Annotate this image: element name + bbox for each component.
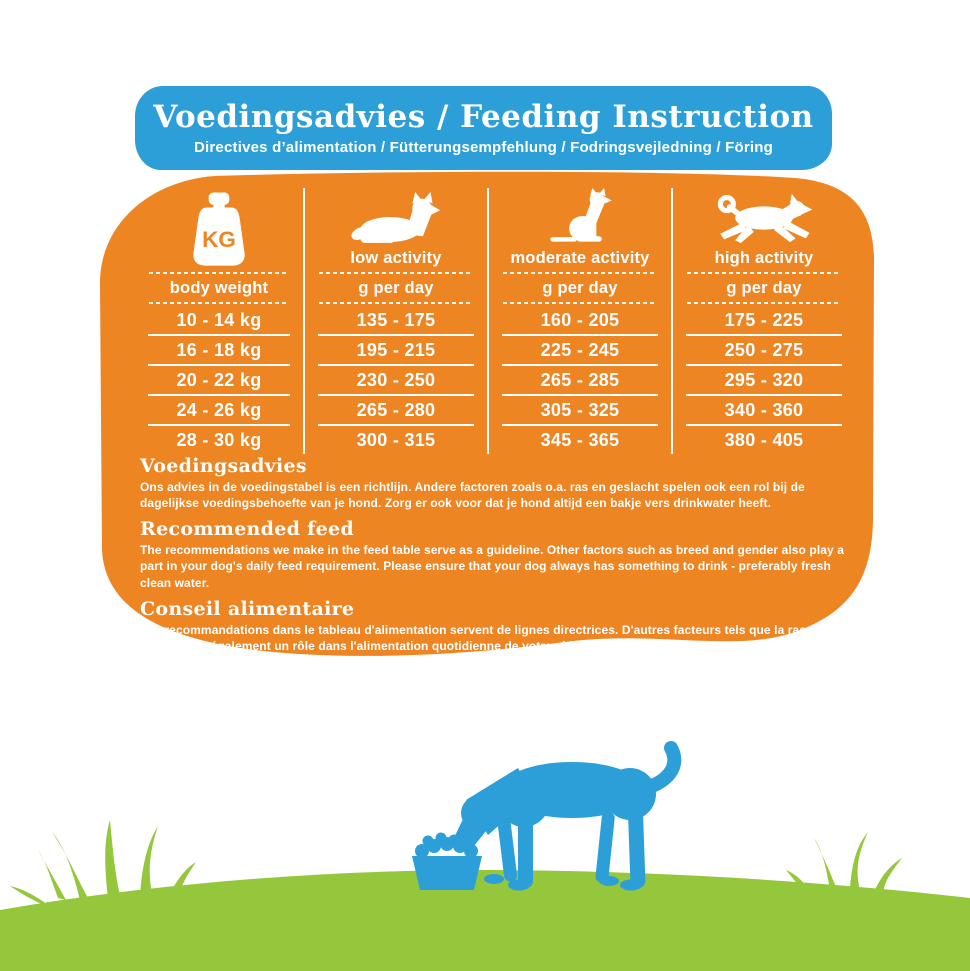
advice-notes: Voedingsadvies Ons advies in de voedings… [140, 456, 860, 678]
table-cell-feed: 135 - 175 [356, 310, 436, 330]
column-moderate-activity: moderate activity g per day 160 - 205 22… [487, 188, 671, 454]
table-cell-feed: 345 - 365 [540, 430, 620, 450]
table-cell-feed: 265 - 285 [540, 370, 620, 390]
column-unit: g per day [358, 279, 434, 297]
table-cell-feed: 175 - 225 [724, 310, 804, 330]
dashed-divider [149, 272, 289, 274]
table-cell-weight: 24 - 26 kg [176, 400, 262, 420]
dog-silhouette [452, 741, 682, 891]
header-banner: Voedingsadvies / Feeding Instruction Dir… [135, 86, 832, 170]
kg-icon-label: KG [202, 227, 236, 252]
table-cell-feed: 225 - 245 [540, 340, 620, 360]
table-cell-feed: 265 - 280 [356, 400, 436, 420]
dashed-divider [149, 302, 289, 304]
row-divider [148, 424, 290, 426]
food-bowl-icon [412, 832, 482, 890]
column-unit: g per day [542, 279, 618, 297]
column-header-body-weight: body weight [169, 279, 269, 297]
table-cell-feed: 295 - 320 [724, 370, 804, 390]
kg-weight-icon: KG [135, 188, 303, 270]
column-header-activity: moderate activity [510, 249, 650, 267]
dashed-divider [319, 272, 473, 274]
row-divider [148, 334, 290, 336]
row-divider [318, 334, 474, 336]
row-divider [686, 364, 842, 366]
table-cell-weight: 16 - 18 kg [176, 340, 262, 360]
row-divider [318, 394, 474, 396]
table-cell-weight: 10 - 14 kg [176, 310, 262, 330]
dashed-divider [503, 272, 657, 274]
table-cell-feed: 250 - 275 [724, 340, 804, 360]
dog-running-icon [673, 188, 855, 246]
table-cell-feed: 380 - 405 [724, 430, 804, 450]
grass-hill-illustration [0, 820, 970, 971]
table-cell-feed: 300 - 315 [356, 430, 436, 450]
column-low-activity: low activity g per day 135 - 175 195 - 2… [303, 188, 487, 454]
table-cell-feed: 195 - 215 [356, 340, 436, 360]
table-cell-feed: 230 - 250 [356, 370, 436, 390]
note-french: Conseil alimentaire Les recommandations … [140, 597, 860, 670]
row-divider [318, 424, 474, 426]
dashed-divider [687, 272, 841, 274]
row-divider [148, 394, 290, 396]
column-high-activity: high activity g per day 175 - 225 250 - … [671, 188, 855, 454]
row-divider [502, 424, 658, 426]
table-cell-feed: 340 - 360 [724, 400, 804, 420]
row-divider [686, 334, 842, 336]
note-heading: Voedingsadvies [140, 455, 307, 477]
row-divider [148, 364, 290, 366]
column-body-weight: KG body weight 10 - 14 kg 16 - 18 kg 20 … [135, 188, 303, 454]
row-divider [502, 334, 658, 336]
note-body: The recommendations we make in the feed … [140, 543, 845, 590]
dog-sitting-icon [489, 188, 671, 246]
table-cell-feed: 305 - 325 [540, 400, 620, 420]
column-unit: g per day [726, 279, 802, 297]
row-divider [502, 394, 658, 396]
dashed-divider [687, 302, 841, 304]
dashed-divider [319, 302, 473, 304]
row-divider [686, 424, 842, 426]
note-body: Les recommandations dans le tableau d'al… [140, 622, 841, 669]
column-header-activity: high activity [714, 249, 814, 267]
row-divider [318, 364, 474, 366]
table-cell-feed: 160 - 205 [540, 310, 620, 330]
table-cell-weight: 20 - 22 kg [176, 370, 262, 390]
note-english: Recommended feed The recommendations we … [140, 519, 860, 590]
orange-panel [99, 171, 874, 656]
dashed-divider [503, 302, 657, 304]
dog-eating-illustration [412, 741, 682, 891]
page-title: Voedingsadvies / Feeding Instruction [153, 99, 814, 136]
dog-lying-icon [305, 188, 487, 246]
column-header-activity: low activity [350, 249, 442, 267]
note-heading: Conseil alimentaire [140, 597, 355, 620]
note-heading: Recommended feed [140, 518, 354, 541]
note-body: Ons advies in de voedingstabel is een ri… [140, 479, 805, 511]
page-subtitle: Directives d’alimentation / Fütterungsem… [194, 138, 773, 156]
feeding-table: KG body weight 10 - 14 kg 16 - 18 kg 20 … [135, 188, 857, 454]
row-divider [502, 364, 658, 366]
note-dutch: Voedingsadvies Ons advies in de voedings… [140, 456, 860, 511]
table-cell-weight: 28 - 30 kg [176, 430, 262, 450]
row-divider [686, 394, 842, 396]
